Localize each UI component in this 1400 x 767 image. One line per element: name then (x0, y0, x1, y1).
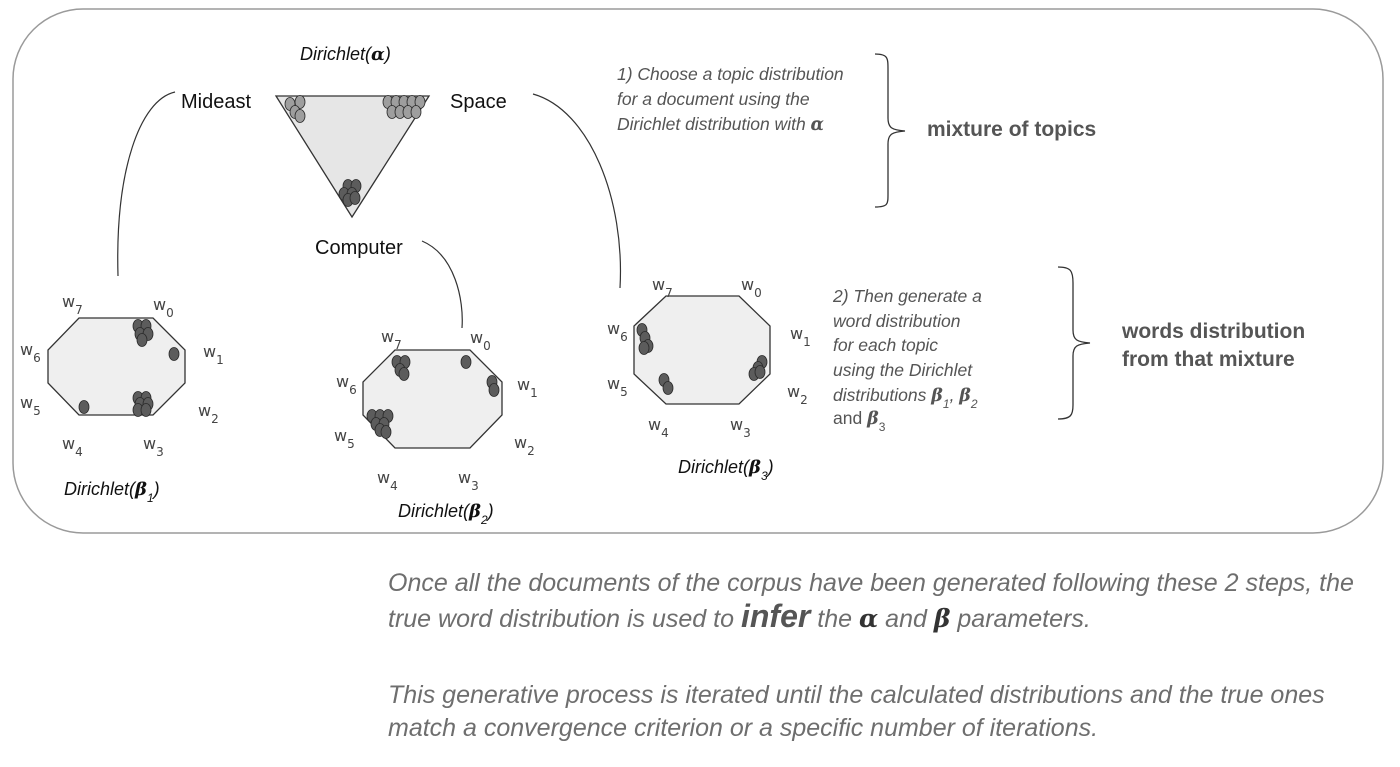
word-label-w0: w0 (741, 275, 762, 300)
word-label-w0: w0 (470, 328, 491, 353)
sample-dot (380, 425, 392, 439)
word-label-w3: w3 (730, 415, 751, 440)
word-label-w7: w7 (652, 275, 673, 300)
word-label-w3: w3 (458, 468, 479, 493)
word-label-w1: w1 (790, 324, 811, 349)
alpha-dirichlet-label: Dirichlet(α) (300, 44, 391, 65)
word-label-w2: w2 (514, 433, 535, 458)
word-label-w4: w4 (648, 415, 669, 440)
beta3-dirichlet-label: Dirichlet(β3) (678, 457, 774, 483)
sample-dot (410, 105, 422, 119)
sample-dot (78, 400, 90, 414)
caption-iteration-paragraph: This generative process is iterated unti… (388, 681, 1325, 742)
alpha-dot-clusters (284, 95, 426, 207)
beta3-dot-clusters (636, 323, 768, 395)
sample-dot (488, 383, 500, 397)
word-label-w2: w2 (198, 401, 219, 426)
topic-label-space: Space (450, 91, 507, 113)
topic-label-mideast: Mideast (181, 91, 251, 113)
word-label-w1: w1 (517, 375, 538, 400)
word-label-w3: w3 (143, 434, 164, 459)
beta1-dot-clusters (78, 319, 180, 417)
connector-computer (421, 240, 463, 329)
beta1-word-labels: w0 w1 w2 w3 w4 w5 w6 w7 (20, 292, 224, 459)
sample-dot (136, 333, 148, 347)
caption-infer-paragraph: Once all the documents of the corpus hav… (388, 569, 1354, 634)
sample-dot (754, 365, 766, 379)
alpha-simplex-triangle (274, 95, 431, 219)
word-label-w2: w2 (787, 382, 808, 407)
beta2-dirichlet-label: Dirichlet(β2) (398, 501, 494, 527)
word-label-w5: w5 (334, 426, 355, 451)
word-label-w6: w6 (20, 340, 41, 365)
beta2-dot-clusters (366, 355, 500, 439)
word-label-w6: w6 (336, 372, 357, 397)
step1-brace (874, 53, 906, 208)
beta3-octagon (633, 295, 771, 405)
word-label-w5: w5 (607, 374, 628, 399)
word-label-w5: w5 (20, 393, 41, 418)
beta3-word-labels: w0 w1 w2 w3 w4 w5 w6 w7 (607, 275, 811, 440)
step2-description: 2) Then generate a word distribution for… (832, 286, 987, 411)
beta1-dirichlet-label: Dirichlet(β1) (64, 479, 160, 505)
step2-description-last-line: and β3 (833, 408, 886, 434)
sample-dot (168, 347, 180, 361)
word-label-w7: w7 (381, 327, 402, 352)
sample-dot (140, 403, 152, 417)
sample-dot (294, 95, 306, 109)
step2-result: words distribution from that mixture (1121, 320, 1311, 371)
sample-dot (398, 367, 410, 381)
word-label-w0: w0 (153, 295, 174, 320)
connector-space (532, 93, 622, 289)
beta1-octagon (47, 317, 186, 416)
sample-dot (662, 381, 674, 395)
word-label-w7: w7 (62, 292, 83, 317)
sample-dot (638, 341, 650, 355)
sample-dot (294, 109, 306, 123)
connector-mideast (117, 91, 176, 277)
sample-dot (349, 191, 361, 205)
beta1-word-simplex: w0 w1 w2 w3 w4 w5 w6 w7 (20, 292, 224, 459)
beta2-word-labels: w0 w1 w2 w3 w4 w5 w6 w7 (334, 327, 538, 493)
step1-result: mixture of topics (927, 118, 1096, 141)
word-label-w4: w4 (62, 434, 83, 459)
step1-description: 1) Choose a topic distribution for a doc… (617, 64, 849, 135)
beta3-word-simplex: w0 w1 w2 w3 w4 w5 w6 w7 (607, 275, 811, 440)
topic-label-computer: Computer (315, 237, 403, 259)
word-label-w1: w1 (203, 342, 224, 367)
diagram-frame (12, 8, 1384, 534)
word-label-w4: w4 (377, 468, 398, 493)
word-label-w6: w6 (607, 319, 628, 344)
beta2-word-simplex: w0 w1 w2 w3 w4 w5 w6 w7 (334, 327, 538, 493)
step2-brace (1057, 266, 1091, 420)
sample-dot (460, 355, 472, 369)
